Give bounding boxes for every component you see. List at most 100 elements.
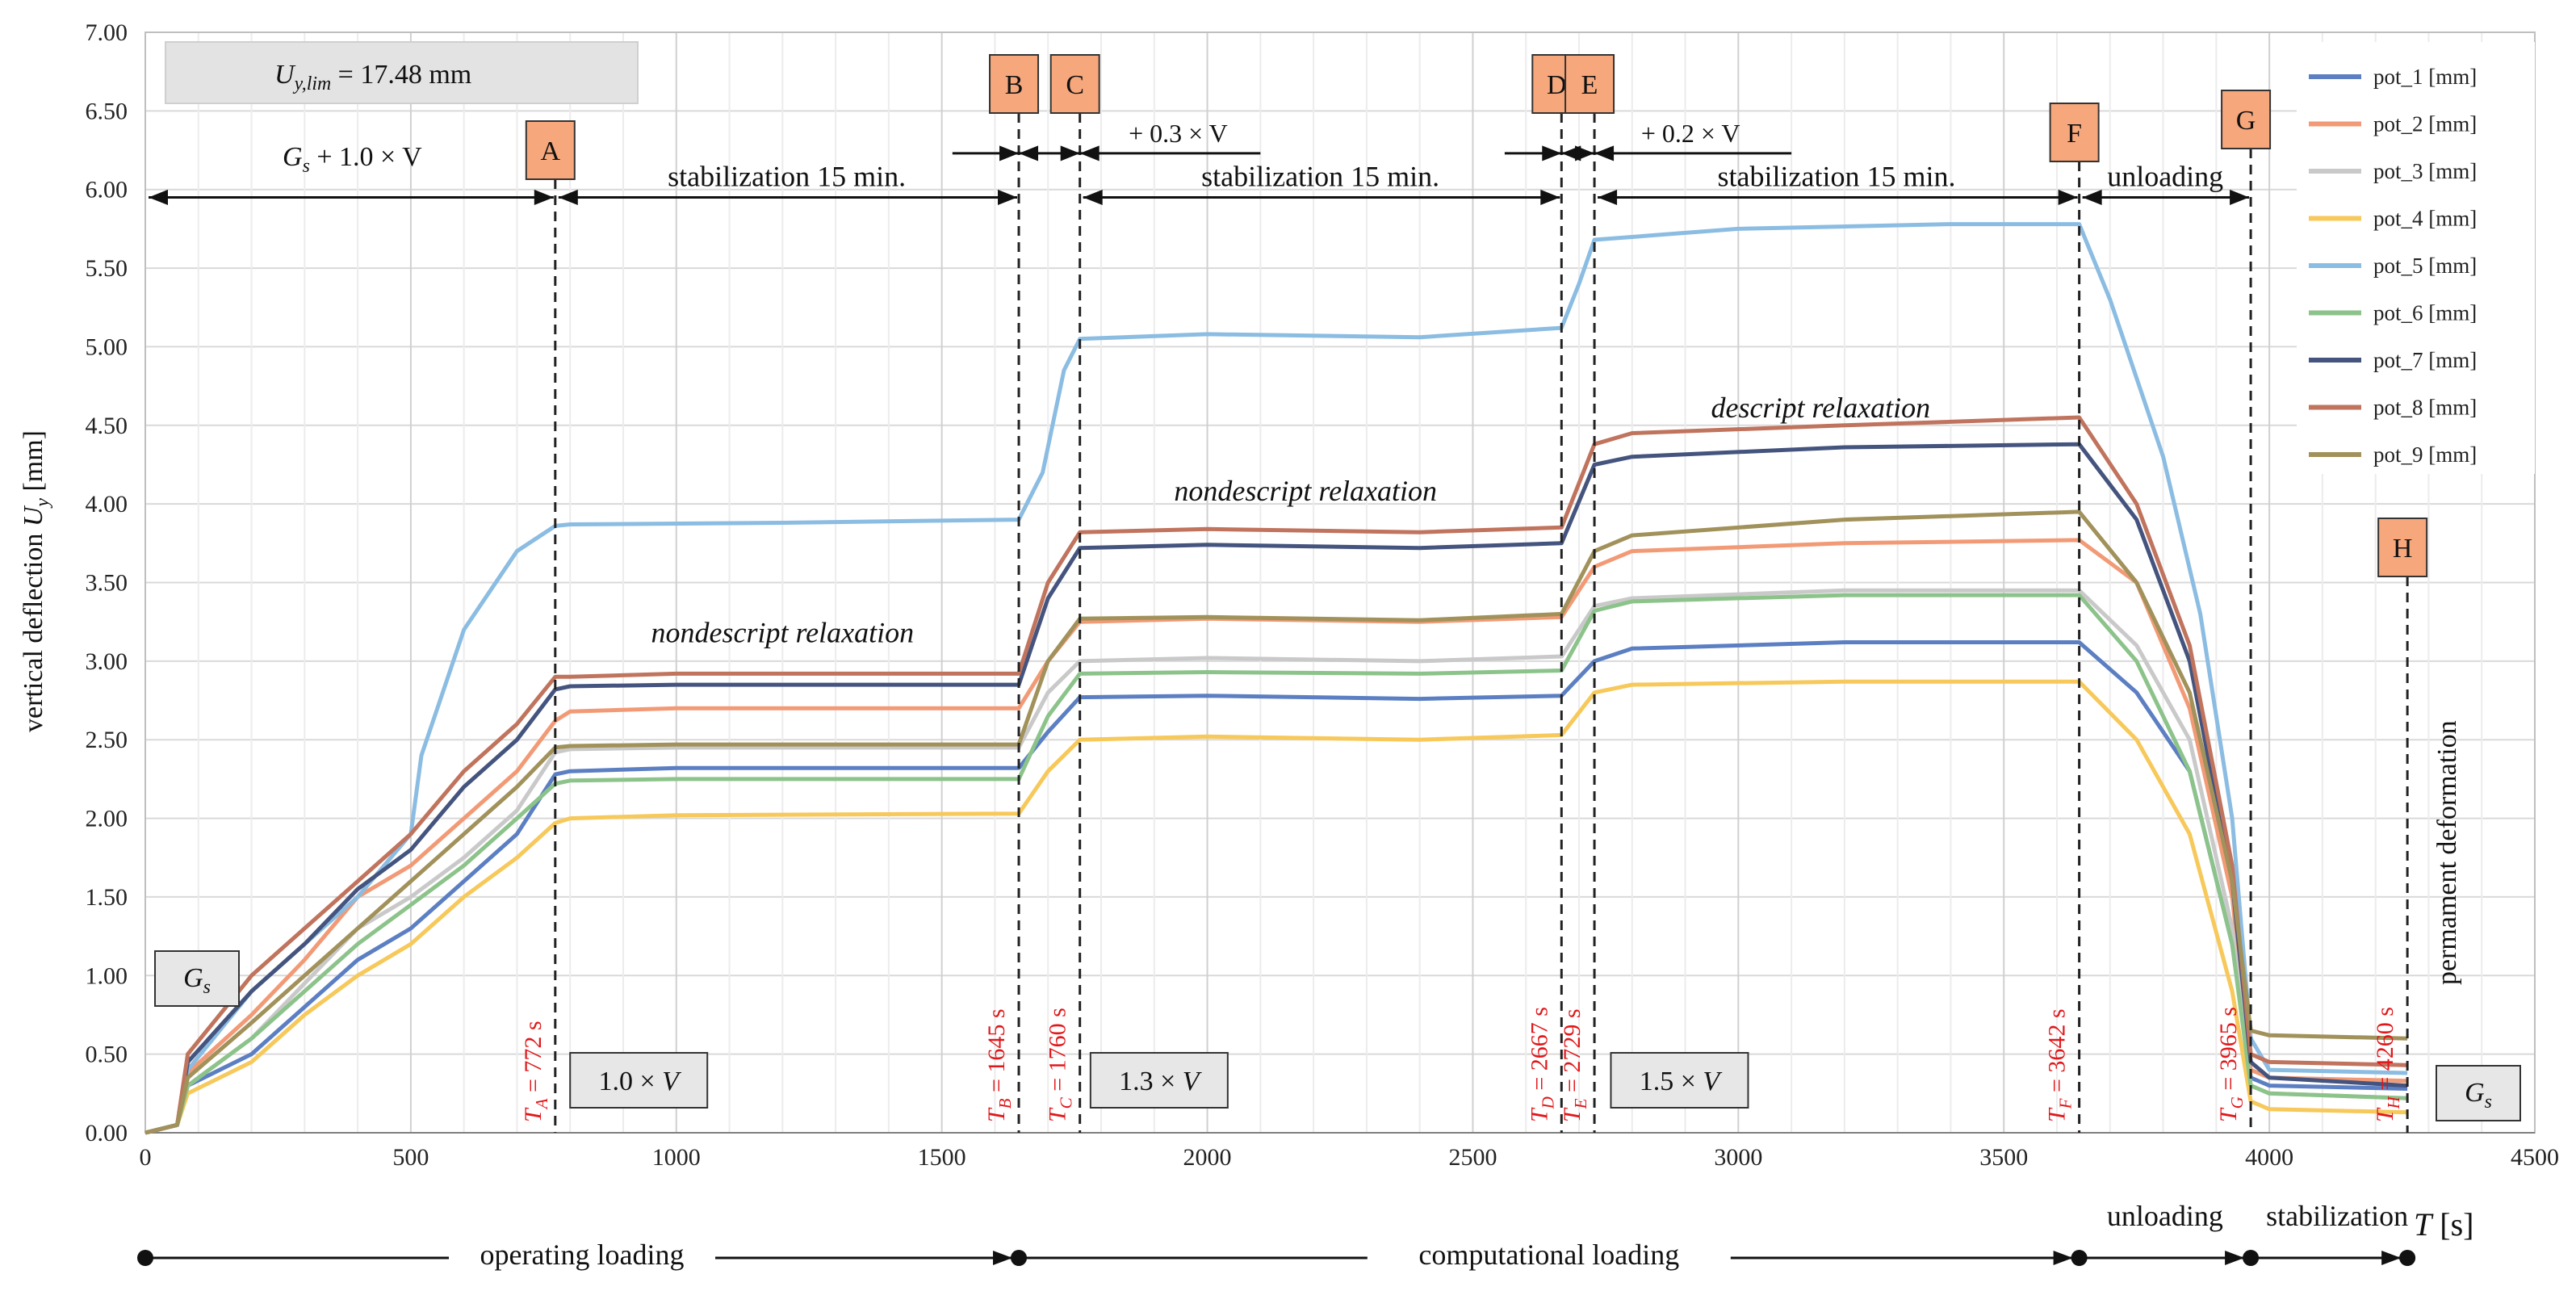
y-tick-label: 1.00: [86, 962, 128, 989]
legend-label-pot-3: pot_3 [mm]: [2373, 159, 2477, 183]
series-line-pot-9: [145, 509, 2408, 1135]
timeline-dot: [2071, 1250, 2088, 1266]
y-tick-label: 2.00: [86, 806, 128, 832]
timeline-operating-head: [993, 1251, 1013, 1265]
event-box-b: [989, 54, 1040, 114]
phase-stab1: stabilization 15 min.: [668, 160, 906, 192]
event-lines: A TA = 772 s B TB = 1645 s C TC = 1760 s D TD =…: [520, 54, 2428, 1133]
timeline-label-computational: computational loading: [1418, 1239, 1679, 1271]
arrow-unloading-head-right: [2230, 189, 2250, 206]
event-letter-h: H: [2393, 534, 2413, 564]
timeline-label-operating-bg: [449, 1234, 716, 1269]
arrow-gs-plus-head-left: [149, 189, 168, 206]
arrow-stab1-head-right: [998, 189, 1018, 206]
gs-box-2: [2436, 1065, 2521, 1121]
load-box-label-1: 1.0 × V: [598, 1067, 682, 1096]
arrow-stab2-head-left: [1083, 189, 1103, 206]
series-line-pot-7: [145, 442, 2408, 1135]
timeline-label-computational-bg: [1367, 1234, 1731, 1269]
event-box-f: [2049, 103, 2100, 162]
axes: 0.00 0.50 1.00 1.50 2.00 2.50 3.00 3.50 4.00 4.50…: [19, 19, 2559, 1243]
event-time-b: TB = 1645 s: [983, 1008, 1015, 1122]
x-tick-label: 4500: [2511, 1144, 2559, 1171]
x-tick-label: 3000: [1714, 1144, 1762, 1171]
arrow-de-line-head-right: [1575, 145, 1595, 161]
arrow-bc-line-head-left: [1019, 145, 1039, 161]
phase-plus03: + 0.3 × V: [1129, 119, 1228, 148]
legend-label-pot-7: pot_7 [mm]: [2373, 348, 2477, 372]
legend-label-pot-5: pot_5 [mm]: [2373, 254, 2477, 278]
event-time-a: TA = 772 s: [520, 1021, 551, 1122]
y-tick-label: 7.00: [86, 19, 128, 46]
phase-plus02: + 0.2 × V: [1641, 119, 1740, 148]
legend-bg: [2297, 42, 2535, 474]
legend-label-pot-6: pot_6 [mm]: [2373, 301, 2477, 325]
x-tick-label: 1500: [918, 1144, 966, 1171]
x-axis-label: T [s]: [2414, 1206, 2473, 1243]
x-tick-label: 2500: [1448, 1144, 1497, 1171]
event-letter-d: D: [1547, 70, 1567, 100]
annotations: Uy,lim = 17.48 mm Gs + 1.0 × V stabilizati…: [149, 41, 2521, 1121]
timeline-unloading-head: [2225, 1251, 2245, 1265]
annotation-relax1: nondescript relaxation: [651, 616, 915, 648]
arrow-b-in-head-right: [999, 145, 1020, 161]
event-box-c: [1049, 54, 1100, 114]
y-tick-label: 2.50: [86, 727, 128, 753]
legend: pot_1 [mm] pot_2 [mm] pot_3 [mm] pot_4 [mm]…: [2297, 42, 2535, 474]
timeline-label-stabilization: stabilization: [2266, 1200, 2408, 1232]
limit-box-text: Uy,lim = 17.48 mm: [274, 60, 471, 94]
event-time-c: TC = 1760 s: [1045, 1008, 1076, 1122]
phase-stab3: stabilization 15 min.: [1718, 160, 1956, 192]
gs-box-label-2: Gs: [2465, 1078, 2492, 1113]
y-tick-label: 5.50: [86, 255, 128, 282]
x-tick-label: 3500: [1979, 1144, 2028, 1171]
phase-unloading-top: unloading: [2107, 160, 2223, 192]
legend-label-pot-9: pot_9 [mm]: [2373, 442, 2477, 467]
arrow-stab3-head-left: [1598, 189, 1618, 206]
event-letter-c: C: [1066, 70, 1084, 100]
timeline-stabilization-head: [2381, 1251, 2402, 1265]
event-letter-f: F: [2067, 119, 2082, 149]
y-tick-label: 3.00: [86, 648, 128, 675]
event-time-g: TG = 3965 s: [2215, 1007, 2247, 1122]
legend-label-pot-1: pot_1 [mm]: [2373, 65, 2477, 89]
event-box-h: [2377, 518, 2428, 577]
event-time-f: TF = 3642 s: [2044, 1008, 2075, 1122]
gs-box-1: [154, 950, 240, 1007]
annotation-permanent: permament deformation: [2432, 720, 2462, 985]
timeline-label-operating: operating loading: [480, 1239, 685, 1271]
series-line-pot-1: [145, 640, 2408, 1135]
load-box-3: [1610, 1052, 1749, 1109]
x-tick-label: 0: [140, 1144, 152, 1171]
load-box-2: [1089, 1052, 1229, 1109]
arrow-bc-line-head-right: [1060, 145, 1080, 161]
series-line-pot-3: [145, 588, 2408, 1135]
x-tick-label: 4000: [2245, 1144, 2293, 1171]
event-letter-e: E: [1581, 70, 1598, 100]
event-time-d: TD = 2667 s: [1526, 1007, 1557, 1122]
arrow-gs-plus-head-right: [534, 189, 554, 206]
x-tick-label: 500: [392, 1144, 429, 1171]
arrow-d-in-head-right: [1542, 145, 1562, 161]
limit-box: [165, 41, 639, 104]
arrow-stab1-head-left: [558, 189, 578, 206]
x-tick-label: 2000: [1183, 1144, 1232, 1171]
series-line-pot-5: [145, 222, 2408, 1135]
y-axis-label: vertical deflection Uy [mm]: [19, 430, 53, 732]
y-tick-label: 1.50: [86, 884, 128, 911]
y-tick-label: 4.50: [86, 413, 128, 439]
event-time-e: TE = 2729 s: [1559, 1008, 1590, 1122]
phase-timeline: operating loading computational loading un…: [137, 1200, 2416, 1271]
event-letter-g: G: [2236, 106, 2256, 136]
gs-box-label-1: Gs: [183, 963, 211, 998]
series-lines: [145, 222, 2408, 1135]
y-tick-label: 3.50: [86, 570, 128, 597]
timeline-computational-head: [2053, 1251, 2073, 1265]
legend-label-pot-4: pot_4 [mm]: [2373, 207, 2477, 231]
event-letter-a: A: [541, 136, 561, 166]
timeline-dot: [137, 1250, 153, 1266]
legend-label-pot-8: pot_8 [mm]: [2373, 396, 2477, 420]
y-tick-label: 6.50: [86, 98, 128, 124]
load-box-label-3: 1.5 × V: [1640, 1067, 1724, 1096]
annotation-relax2: nondescript relaxation: [1174, 475, 1437, 507]
